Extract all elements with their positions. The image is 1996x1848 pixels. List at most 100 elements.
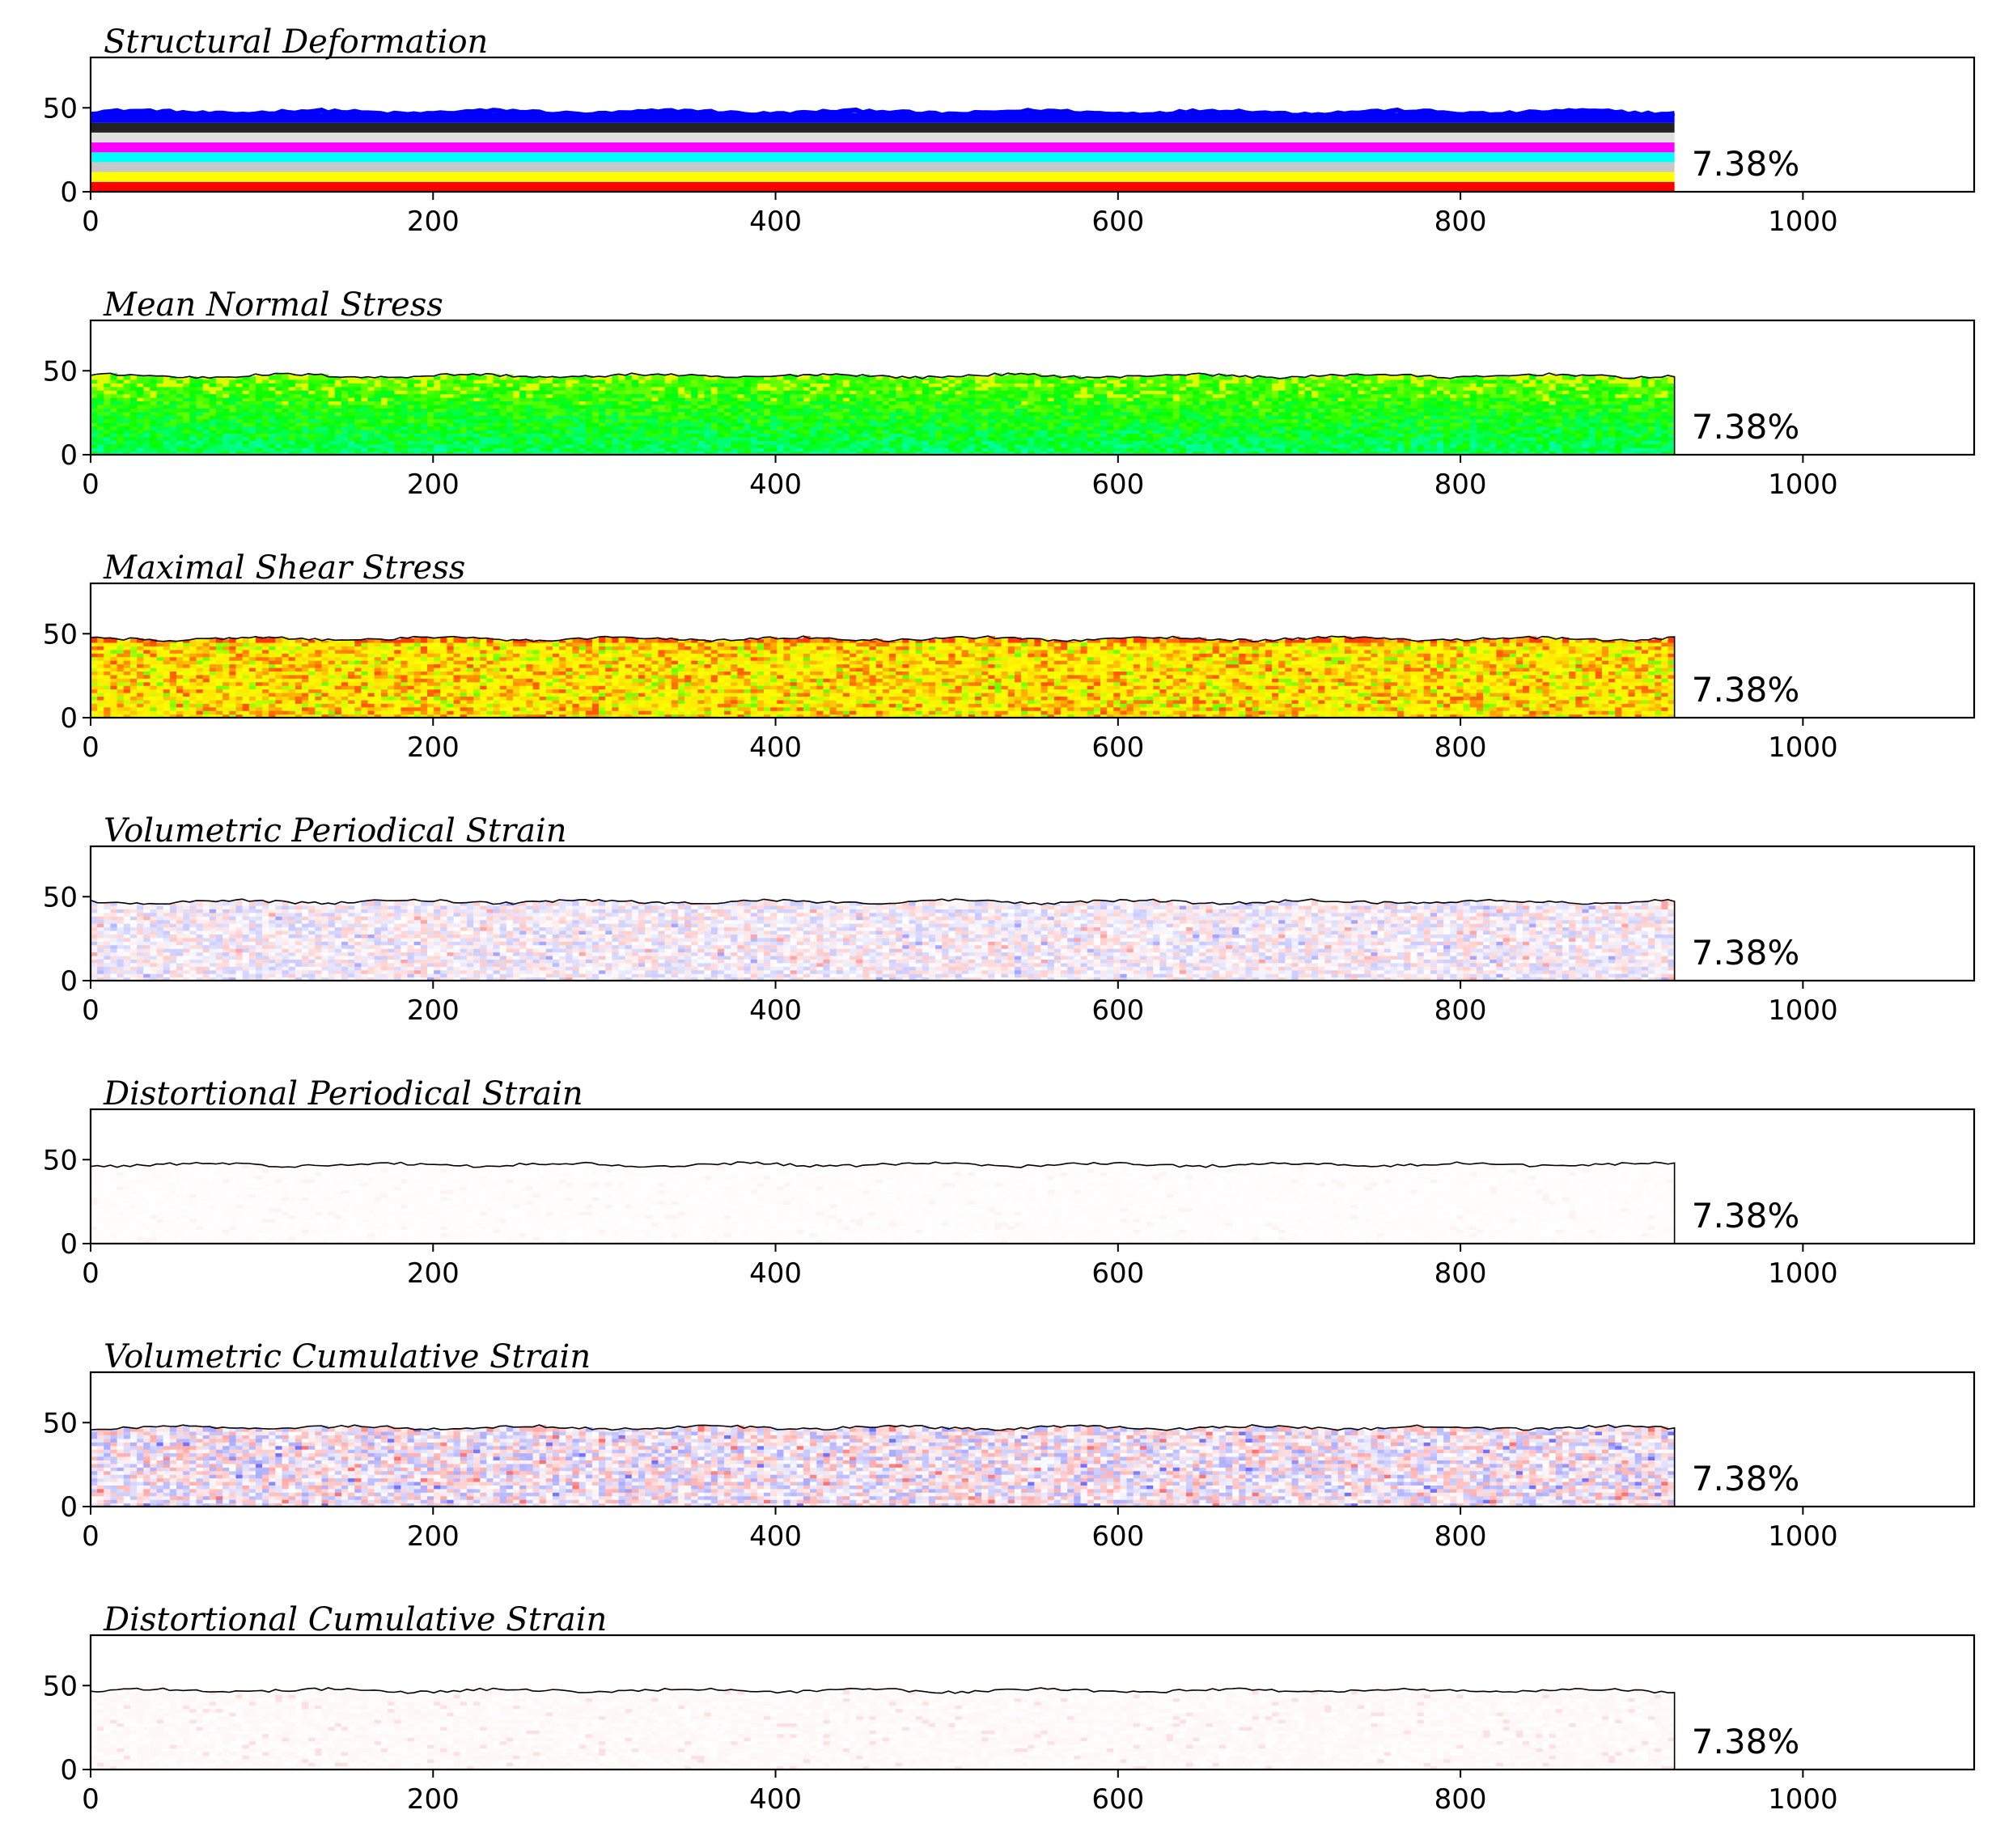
heatmap-cell <box>1344 379 1352 384</box>
heatmap-cell <box>156 386 164 391</box>
heatmap-cell <box>981 386 989 391</box>
heatmap-cell <box>1436 443 1444 448</box>
heatmap-cell <box>202 383 210 388</box>
heatmap-cell <box>473 408 481 413</box>
heatmap-cell <box>341 386 349 391</box>
heatmap-cell <box>638 401 646 405</box>
heatmap-cell <box>823 418 831 423</box>
heatmap-cell <box>1133 390 1141 395</box>
heatmap-cell <box>710 376 718 380</box>
heatmap-cell <box>513 379 520 384</box>
heatmap-cell <box>981 440 989 445</box>
heatmap-cell <box>783 411 791 416</box>
heatmap-cell <box>222 390 230 395</box>
heatmap-cell <box>625 451 633 456</box>
heatmap-cell <box>453 383 461 388</box>
heatmap-cell <box>975 440 982 445</box>
heatmap-cell <box>1120 397 1128 402</box>
heatmap-cell <box>1100 393 1108 398</box>
heatmap-cell <box>215 451 223 456</box>
heatmap-cell <box>315 375 323 380</box>
heatmap-cell <box>1146 397 1154 402</box>
heatmap-cell <box>1218 374 1227 380</box>
heatmap-cell <box>1430 390 1438 395</box>
heatmap-cell <box>850 422 857 427</box>
heatmap-cell <box>1087 411 1095 416</box>
heatmap-cell <box>1001 375 1009 380</box>
heatmap-cell <box>935 390 943 395</box>
heatmap-cell <box>783 397 791 402</box>
heatmap-cell <box>942 390 949 395</box>
heatmap-cell <box>388 397 395 402</box>
heatmap-cell <box>1146 386 1154 391</box>
heatmap-cell <box>1509 379 1517 384</box>
heatmap-cell <box>493 383 501 388</box>
heatmap-cell <box>426 379 434 384</box>
heatmap-cell <box>856 393 863 398</box>
heatmap-cell <box>189 401 197 405</box>
heatmap-cell <box>1159 426 1168 430</box>
heatmap-cell <box>209 433 217 438</box>
heatmap-cell <box>836 386 844 391</box>
heatmap-cell <box>1490 379 1498 384</box>
heatmap-cell <box>1390 426 1398 430</box>
heatmap-cell <box>1364 440 1372 445</box>
heatmap-cell <box>790 447 798 452</box>
heatmap-cell <box>374 422 382 427</box>
heatmap-cell <box>269 390 276 395</box>
heatmap-cell <box>1206 436 1214 441</box>
heatmap-cell <box>169 401 177 405</box>
heatmap-cell <box>1067 376 1074 380</box>
heatmap-cell <box>1562 390 1570 395</box>
heatmap-cell <box>1193 422 1200 427</box>
heatmap-cell <box>625 383 633 388</box>
heatmap-cell <box>777 393 785 398</box>
heatmap-cell <box>691 383 699 388</box>
heatmap-cell <box>275 401 283 405</box>
heatmap-cell <box>1126 443 1134 448</box>
heatmap-cell <box>968 383 976 388</box>
heatmap-cell <box>724 433 731 438</box>
heatmap-cell <box>407 422 415 427</box>
heatmap-cell <box>388 411 395 416</box>
heatmap-cell <box>896 436 903 441</box>
heatmap-cell <box>388 383 395 388</box>
heatmap-cell <box>499 379 507 384</box>
heatmap-cell <box>658 374 666 380</box>
heatmap-cell <box>348 401 355 405</box>
heatmap-cell <box>269 443 276 448</box>
heatmap-cell <box>942 451 949 456</box>
heatmap-cell <box>948 379 956 384</box>
heatmap-cell <box>566 411 574 416</box>
heatmap-cell <box>1232 436 1240 441</box>
heatmap-cell <box>1490 433 1498 438</box>
heatmap-cell <box>295 401 303 405</box>
heatmap-cell <box>1153 375 1161 380</box>
heatmap-cell <box>163 443 171 448</box>
heatmap-cell <box>453 390 461 395</box>
heatmap-cell <box>341 377 349 380</box>
heatmap-cell <box>1126 390 1134 395</box>
heatmap-cell <box>1133 451 1141 456</box>
heatmap-cell <box>129 404 138 409</box>
heatmap-cell <box>104 436 112 441</box>
heatmap-cell <box>955 436 963 441</box>
heatmap-cell <box>460 383 468 388</box>
heatmap-cell <box>222 383 230 388</box>
heatmap-cell <box>1529 436 1536 441</box>
heatmap-cell <box>1179 393 1187 398</box>
heatmap-cell <box>334 386 342 391</box>
heatmap-cell <box>1139 422 1147 427</box>
heatmap-cell <box>1404 386 1411 391</box>
heatmap-cell <box>407 426 415 430</box>
heatmap-cell <box>1093 443 1101 448</box>
heatmap-cell <box>1153 422 1161 427</box>
heatmap-cell <box>968 451 976 456</box>
heatmap-cell <box>447 397 455 402</box>
heatmap-cell <box>295 422 303 427</box>
heatmap-cell <box>1232 422 1240 427</box>
heatmap-cell <box>803 408 811 413</box>
heatmap-cell <box>599 401 606 405</box>
heatmap-cell <box>1542 379 1550 384</box>
heatmap-cell <box>1523 393 1530 398</box>
